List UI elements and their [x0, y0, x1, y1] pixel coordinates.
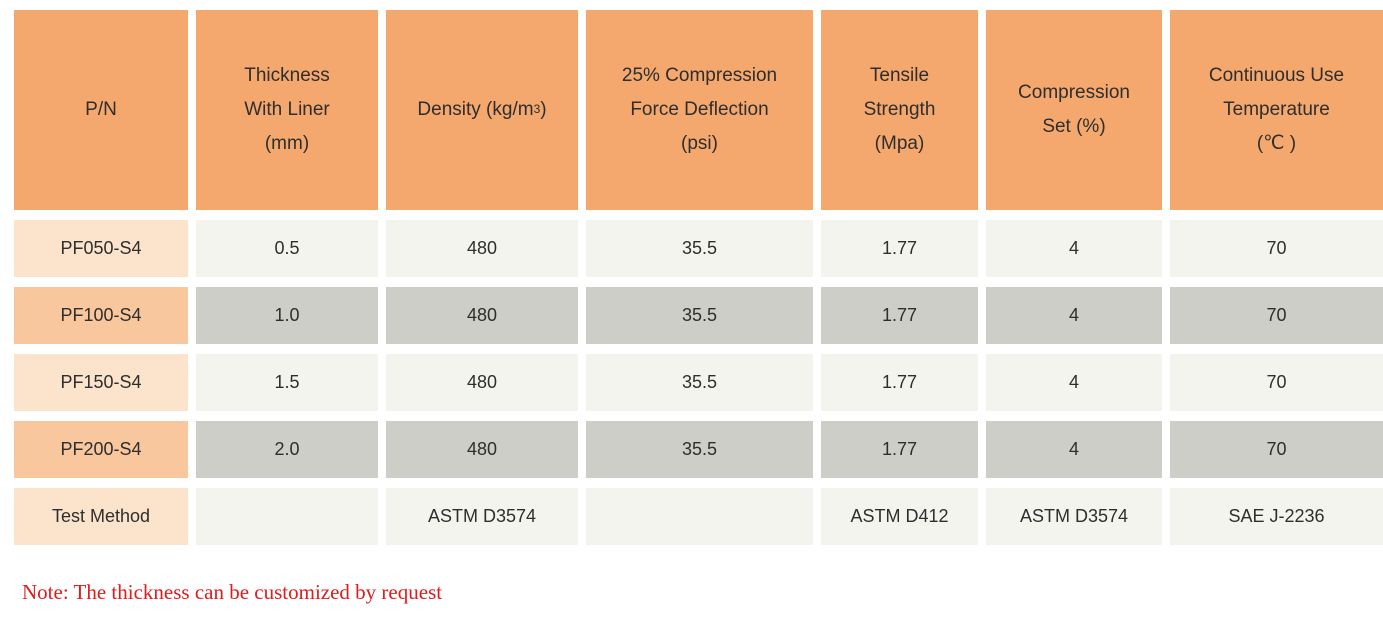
- row-label-cell: PF100-S4: [14, 287, 188, 344]
- density-label-suffix: ): [540, 98, 547, 120]
- table-cell: 35.5: [586, 354, 813, 411]
- table-cell: 0.5: [196, 220, 378, 277]
- spec-table: P/N Thickness With Liner (mm) Density (k…: [14, 10, 1383, 545]
- table-cell: 1.0: [196, 287, 378, 344]
- table-cell: 2.0: [196, 421, 378, 478]
- header-cell-pn: P/N: [14, 10, 188, 210]
- table-cell: [586, 488, 813, 545]
- table-cell: 1.77: [821, 287, 978, 344]
- row-label-cell: PF150-S4: [14, 354, 188, 411]
- table-cell: 1.77: [821, 220, 978, 277]
- table-cell: 480: [386, 354, 578, 411]
- table-cell: [196, 488, 378, 545]
- table-cell: 4: [986, 354, 1162, 411]
- table-cell: 1.77: [821, 421, 978, 478]
- table-cell: 70: [1170, 421, 1383, 478]
- table-cell: 1.77: [821, 354, 978, 411]
- note-text: Note: The thickness can be customized by…: [22, 580, 443, 604]
- density-label-prefix: Density (kg/m: [417, 98, 534, 120]
- table-cell: SAE J-2236: [1170, 488, 1383, 545]
- table-cell: ASTM D412: [821, 488, 978, 545]
- row-label-cell: PF200-S4: [14, 421, 188, 478]
- table-cell: ASTM D3574: [386, 488, 578, 545]
- table-cell: 35.5: [586, 421, 813, 478]
- table-cell: 4: [986, 220, 1162, 277]
- row-label-cell: PF050-S4: [14, 220, 188, 277]
- table-cell: 4: [986, 421, 1162, 478]
- table-cell: 35.5: [586, 287, 813, 344]
- table-cell: 480: [386, 220, 578, 277]
- header-cell-density: Density (kg/m 3 ): [386, 10, 578, 210]
- table-cell: ASTM D3574: [986, 488, 1162, 545]
- table-cell: 70: [1170, 287, 1383, 344]
- header-cell-compression-set: Compression Set (%): [986, 10, 1162, 210]
- test-method-label-cell: Test Method: [14, 488, 188, 545]
- table-cell: 70: [1170, 354, 1383, 411]
- header-cell-temperature: Continuous Use Temperature (℃ ): [1170, 10, 1383, 210]
- header-cell-thickness: Thickness With Liner (mm): [196, 10, 378, 210]
- header-cell-compression-force-deflection: 25% Compression Force Deflection (psi): [586, 10, 813, 210]
- table-cell: 480: [386, 421, 578, 478]
- header-cell-tensile-strength: Tensile Strength (Mpa): [821, 10, 978, 210]
- table-cell: 35.5: [586, 220, 813, 277]
- table-cell: 4: [986, 287, 1162, 344]
- table-cell: 480: [386, 287, 578, 344]
- table-cell: 70: [1170, 220, 1383, 277]
- table-cell: 1.5: [196, 354, 378, 411]
